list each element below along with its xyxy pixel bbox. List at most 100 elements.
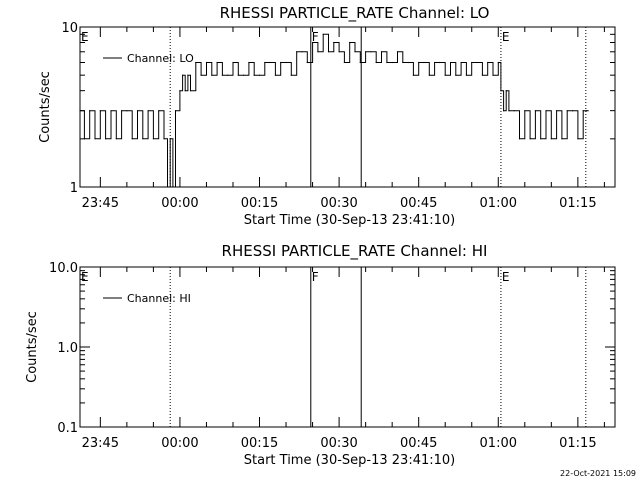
data-point — [147, 110, 149, 112]
flag-annotation-e: E — [502, 30, 510, 44]
data-point — [561, 138, 563, 140]
data-point — [174, 110, 177, 112]
plot-frame — [79, 26, 616, 188]
data-point — [322, 33, 324, 35]
flag-annotation-f: F — [312, 270, 319, 284]
data-point — [258, 74, 261, 76]
data-point — [566, 110, 568, 112]
x-axis-label: Start Time (30-Sep-13 23:41:10) — [244, 453, 455, 468]
data-point — [253, 74, 255, 76]
data-point — [391, 61, 393, 64]
data-point — [513, 110, 515, 112]
panel-hi: RHESSI PARTICLE_RATE Channel: HI Counts/s… — [25, 242, 616, 468]
data-point — [524, 110, 526, 112]
data-point — [195, 61, 197, 64]
data-point — [492, 74, 494, 76]
data-point — [301, 51, 303, 53]
x-tick-label: 01:00 — [480, 196, 517, 211]
data-point — [465, 74, 467, 76]
data-point — [529, 138, 531, 140]
flag-annotation-e: E — [81, 270, 89, 284]
data-point — [99, 110, 101, 112]
y-tick-label: 1.0 — [57, 341, 78, 356]
x-axis-label: Start Time (30-Sep-13 23:41:10) — [244, 213, 455, 228]
data-point — [248, 61, 250, 64]
data-point — [216, 61, 218, 64]
data-point — [182, 74, 184, 76]
data-point — [110, 110, 112, 112]
data-point — [227, 74, 229, 76]
data-point — [407, 61, 409, 64]
data-point — [338, 51, 340, 53]
x-tick-label: 00:15 — [241, 436, 278, 451]
data-point — [534, 110, 537, 112]
panel-lo: RHESSI PARTICLE_RATE Channel: LO Counts/s… — [38, 4, 616, 228]
data-point — [476, 61, 478, 64]
data-point — [312, 41, 314, 44]
flag-annotation-f: F — [312, 30, 319, 44]
data-point — [343, 61, 345, 64]
data-point — [586, 110, 588, 112]
data-point — [274, 74, 276, 76]
data-point — [500, 90, 502, 92]
data-point — [105, 138, 107, 140]
y-tick-label: 0.1 — [57, 421, 78, 436]
data-point — [545, 110, 547, 112]
flag-annotation-e: E — [502, 270, 510, 284]
data-point — [243, 74, 245, 76]
generation-timestamp: 22-Oct-2021 15:09 — [560, 469, 636, 478]
data-point — [439, 61, 441, 64]
data-point — [428, 74, 430, 76]
data-point — [296, 51, 298, 53]
data-point — [172, 186, 174, 188]
data-point — [556, 110, 558, 112]
x-tick-label: 01:15 — [559, 196, 596, 211]
x-tick-label: 01:15 — [559, 436, 596, 451]
data-point — [471, 61, 473, 64]
data-point — [572, 110, 574, 112]
data-point — [187, 74, 189, 76]
data-point — [349, 41, 351, 44]
data-point — [550, 138, 552, 140]
data-point — [412, 74, 414, 76]
data-point — [269, 61, 271, 64]
data-point — [290, 74, 292, 76]
y-axis-label: Counts/sec — [38, 71, 53, 143]
x-tick-label: 23:45 — [82, 196, 119, 211]
data-point — [481, 74, 483, 76]
data-point — [136, 110, 139, 112]
x-tick-label: 00:45 — [400, 196, 437, 211]
data-point — [89, 110, 91, 112]
data-point — [505, 90, 507, 92]
data-point — [423, 61, 425, 64]
data-point — [508, 110, 510, 112]
data-point — [83, 138, 85, 140]
data-point — [460, 61, 462, 64]
y-tick-label: 10.0 — [49, 261, 78, 276]
data-point — [333, 41, 335, 44]
data-point — [158, 110, 160, 112]
data-point — [166, 186, 169, 188]
x-tick-label: 00:30 — [320, 196, 357, 211]
data-point — [264, 61, 266, 64]
data-point — [317, 51, 319, 53]
data-point — [380, 51, 383, 53]
data-point — [115, 138, 117, 140]
data-point — [497, 61, 499, 64]
data-point — [386, 61, 388, 64]
x-tick-label: 00:45 — [400, 436, 437, 451]
data-point — [306, 61, 308, 64]
data-point — [327, 51, 330, 53]
data-point — [365, 51, 367, 53]
data-point — [518, 138, 521, 140]
data-point — [184, 90, 186, 92]
chart-title: RHESSI PARTICLE_RATE Channel: HI — [222, 242, 488, 261]
data-point — [131, 138, 133, 140]
x-tick-label: 00:00 — [161, 196, 198, 211]
x-tick-label: 00:00 — [161, 436, 198, 451]
series-line-lo — [80, 33, 589, 188]
data-point — [152, 138, 154, 140]
data-point — [205, 61, 208, 64]
